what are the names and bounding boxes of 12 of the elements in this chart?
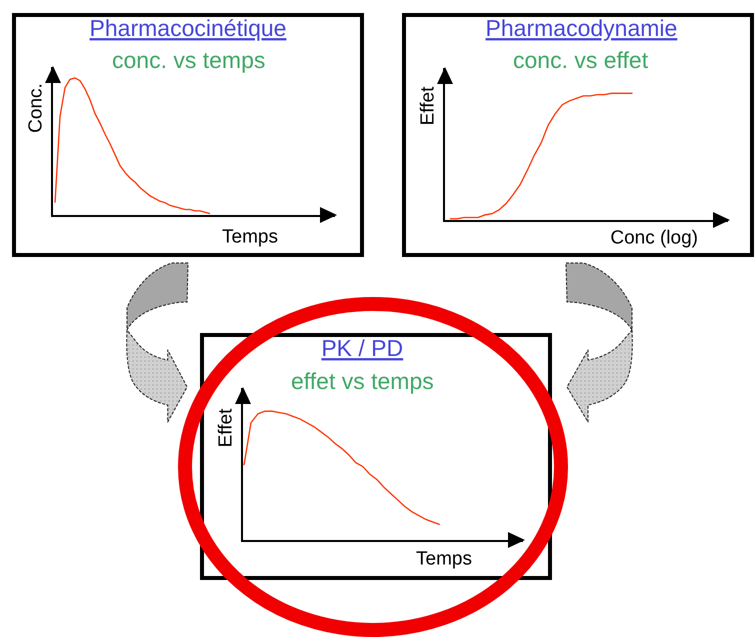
y-axis-title: Effet [215, 408, 236, 448]
x-axis-title: Temps [222, 226, 278, 248]
y-axis-title: Conc. [25, 83, 46, 133]
x-axis-title: Conc (log) [610, 228, 698, 249]
chart-subtitle: conc. vs effet [513, 47, 649, 73]
x-axis-title: Temps [416, 548, 472, 570]
chart-subtitle: effet vs temps [291, 368, 434, 394]
chart-title: PK / PD [321, 335, 404, 362]
chart-title: Pharmacodynamie [486, 15, 678, 42]
y-axis-title: Effet [417, 86, 438, 126]
chart-subtitle: conc. vs temps [112, 47, 266, 73]
chart-title: Pharmacocinétique [90, 15, 286, 42]
